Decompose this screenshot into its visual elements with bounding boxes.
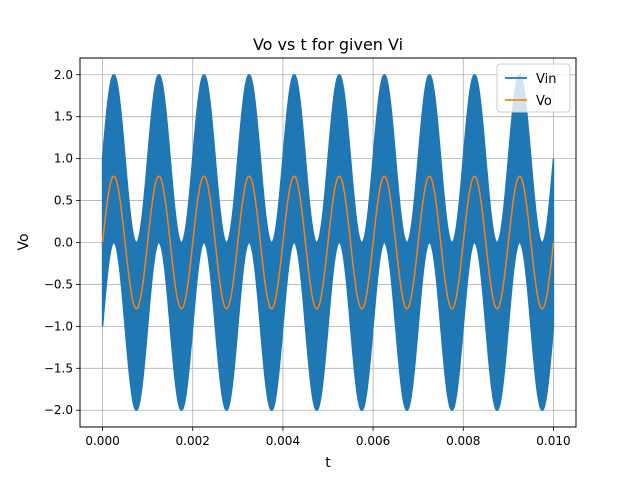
plot-area [101,74,555,411]
x-tick-label: 0.006 [356,434,390,448]
y-tick-label: −1.0 [44,319,73,333]
legend-box [496,63,571,113]
y-tick-label: −1.5 [44,361,73,375]
x-tick-label: 0.008 [446,434,480,448]
x-tick-label: 0.002 [176,434,210,448]
y-axis-ticks: −2.0 −1.5 −1.0 −0.5 0.0 0.5 1.0 1.5 2.0 [44,68,80,417]
y-tick-label: −0.5 [44,277,73,291]
y-tick-label: 0.0 [54,236,73,250]
series-vo [101,175,555,310]
x-axis-ticks: 0.000 0.002 0.004 0.006 0.008 0.010 [85,427,571,448]
y-tick-label: 1.5 [54,110,73,124]
legend-label: Vin [536,72,556,87]
legend-label: Vo [536,94,552,109]
legend: Vin Vo [496,63,571,113]
y-axis-label: Vo [16,233,32,250]
x-tick-label: 0.010 [536,434,570,448]
y-tick-label: 2.0 [54,68,73,82]
y-tick-label: −2.0 [44,403,73,417]
chart-title: Vo vs t for given Vi [253,35,403,54]
y-tick-label: 0.5 [54,194,73,208]
y-tick-label: 1.0 [54,152,73,166]
x-tick-label: 0.004 [266,434,300,448]
x-axis-label: t [325,455,331,471]
x-tick-label: 0.000 [85,434,119,448]
